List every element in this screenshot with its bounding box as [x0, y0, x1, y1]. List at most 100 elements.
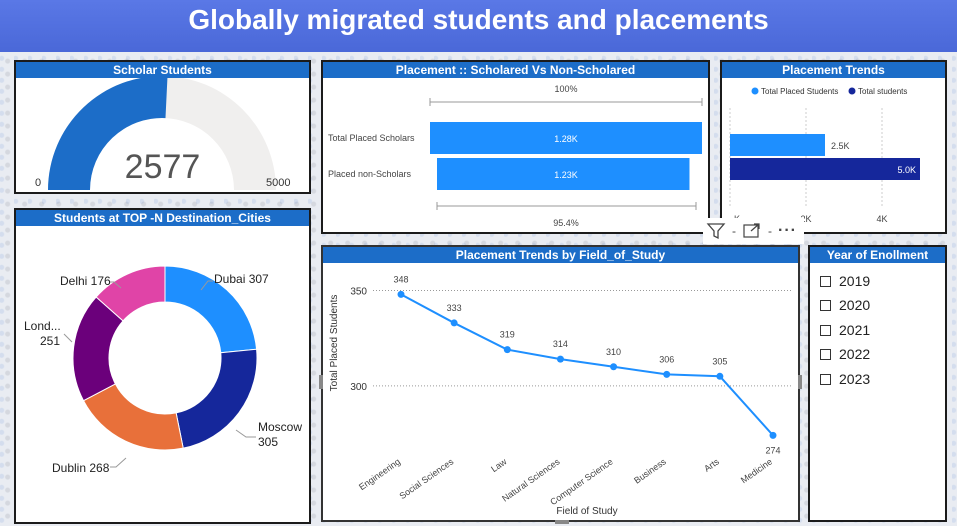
data-label-arts: 305: [712, 356, 727, 366]
year-label-2021: 2021: [839, 322, 871, 338]
y-axis-title: Total Placed Students: [329, 295, 340, 392]
donut-slice-dublin[interactable]: [82, 383, 184, 451]
y-tick-300: 300: [350, 382, 367, 393]
trend-tick-2k: 2K: [800, 214, 811, 224]
y-tick-350: 350: [350, 287, 367, 298]
legend-total-label: Total students: [858, 87, 907, 96]
data-label-medicine: 274: [765, 445, 780, 455]
placement-trends-title: Placement Trends: [722, 62, 945, 78]
data-label-computer-science: 310: [606, 347, 621, 357]
checkbox-2022[interactable]: [820, 348, 831, 360]
destination-donut-chart: Dubai 307 Moscow 305 Dublin 268 Lond... …: [24, 265, 302, 475]
bar-total-students-label: 5.0K: [897, 165, 916, 175]
label-moscow-value: 305: [258, 435, 278, 449]
legend-placed-label: Total Placed Students: [761, 87, 838, 96]
x-tick-medicine: Medicine: [739, 456, 774, 485]
dashboard-title: Globally migrated students and placement…: [188, 4, 769, 35]
point-arts[interactable]: [716, 372, 724, 380]
placement-comparison-card[interactable]: Placement :: Scholared Vs Non-Scholared …: [321, 60, 710, 234]
data-label-social-sciences: 333: [447, 303, 462, 313]
point-engineering[interactable]: [397, 290, 405, 298]
point-natural-sciences[interactable]: [556, 355, 564, 363]
data-label-natural-sciences: 314: [553, 339, 568, 349]
field-of-study-title: Placement Trends by Field_of_Study: [323, 247, 798, 263]
point-computer-science[interactable]: [610, 363, 618, 371]
separator-dash-2: -: [768, 224, 772, 238]
placement-trends-chart: Total Placed Students Total students 2.5…: [729, 87, 920, 224]
year-option-2020[interactable]: 2020: [820, 295, 870, 315]
year-option-2023[interactable]: 2023: [820, 369, 870, 389]
focus-mode-icon[interactable]: [742, 222, 762, 240]
x-tick-social-sciences: Social Sciences: [397, 456, 455, 501]
point-law[interactable]: [503, 346, 511, 354]
more-options-icon[interactable]: ···: [778, 222, 797, 239]
data-label-engineering: 348: [393, 274, 408, 284]
checkbox-2021[interactable]: [820, 324, 831, 336]
legend-dot-total: [848, 87, 856, 95]
checkbox-2023[interactable]: [820, 373, 831, 385]
year-label-2020: 2020: [839, 297, 871, 313]
x-tick-engineering: Engineering: [357, 456, 402, 492]
x-tick-arts: Arts: [702, 456, 721, 474]
label-moscow-name: Moscow: [258, 420, 302, 434]
bar-total-placed-label: 2.5K: [831, 141, 850, 151]
bar-non-scholars-label: Placed non-Scholars: [328, 169, 412, 179]
scholar-students-title: Scholar Students: [16, 62, 309, 78]
bar-non-scholars: [437, 158, 690, 190]
year-option-2021[interactable]: 2021: [820, 320, 870, 340]
label-dublin: Dublin 268: [52, 461, 110, 475]
data-label-business: 306: [659, 354, 674, 364]
visual-header-toolbar: - - ···: [703, 218, 804, 244]
resize-handle-right[interactable]: [798, 375, 802, 389]
year-enrollment-slicer[interactable]: Year of Enollment 2019 2020 2021 2022 20…: [808, 245, 947, 522]
bar-non-scholars-value: 1.23K: [554, 170, 578, 180]
year-label-2023: 2023: [839, 371, 871, 387]
filter-icon[interactable]: [706, 222, 726, 240]
x-axis-title: Field of Study: [556, 506, 617, 517]
point-business[interactable]: [663, 370, 671, 378]
year-option-2022[interactable]: 2022: [820, 344, 870, 364]
resize-handle-bottom[interactable]: [555, 520, 569, 524]
placement-comparison-title: Placement :: Scholared Vs Non-Scholared: [323, 62, 708, 78]
bar-total-students: [730, 158, 920, 180]
placement-bottom-label: 95.4%: [553, 218, 579, 228]
legend-dot-placed: [751, 87, 759, 95]
data-label-law: 319: [500, 330, 515, 340]
scholar-gauge: [48, 78, 276, 190]
x-tick-business: Business: [632, 456, 668, 485]
destination-cities-title: Students at TOP -N Destination_Cities: [16, 210, 309, 226]
trend-tick-4k: 4K: [876, 214, 887, 224]
placement-bars: 100% 1.28K Total Placed Scholars 1.23K P…: [328, 84, 703, 228]
line-series: [400, 293, 774, 437]
scholar-students-card[interactable]: Scholar Students 2577 0 5000: [14, 60, 311, 194]
label-london-name: Lond...: [24, 319, 61, 333]
gauge-min-label: 0: [35, 177, 42, 189]
year-label-2022: 2022: [839, 346, 871, 362]
bar-scholars: [430, 122, 702, 154]
donut-slice-moscow[interactable]: [175, 348, 258, 449]
x-tick-law: Law: [489, 456, 509, 474]
field-of-study-card[interactable]: Placement Trends by Field_of_Study 300 35…: [319, 245, 802, 524]
placement-top-label: 100%: [554, 84, 577, 94]
resize-handle-left[interactable]: [319, 375, 323, 389]
bar-scholars-value: 1.28K: [554, 134, 578, 144]
label-dubai: Dubai 307: [214, 272, 269, 286]
bar-total-placed: [730, 134, 825, 156]
year-enrollment-title: Year of Enollment: [810, 247, 945, 263]
checkbox-2019[interactable]: [820, 275, 831, 287]
checkbox-2020[interactable]: [820, 299, 831, 311]
separator-dash: -: [732, 224, 736, 238]
year-label-2019: 2019: [839, 273, 871, 289]
gauge-max-label: 5000: [266, 177, 291, 189]
point-social-sciences[interactable]: [450, 319, 458, 327]
destination-cities-card[interactable]: Students at TOP -N Destination_Cities Du…: [14, 208, 311, 524]
label-london-value: 251: [40, 334, 60, 348]
title-banner: Globally migrated students and placement…: [0, 0, 957, 52]
point-medicine[interactable]: [769, 431, 777, 439]
label-delhi: Delhi 176: [60, 274, 111, 288]
field-of-study-line-chart: 300 350 348 333 319 314 310 306 305 274 Engineer…: [329, 274, 791, 517]
gauge-value: 2577: [124, 148, 201, 186]
placement-trends-card[interactable]: Placement Trends Total Placed Students T…: [720, 60, 947, 234]
year-option-2019[interactable]: 2019: [820, 271, 870, 291]
bar-scholars-label: Total Placed Scholars: [328, 133, 415, 143]
